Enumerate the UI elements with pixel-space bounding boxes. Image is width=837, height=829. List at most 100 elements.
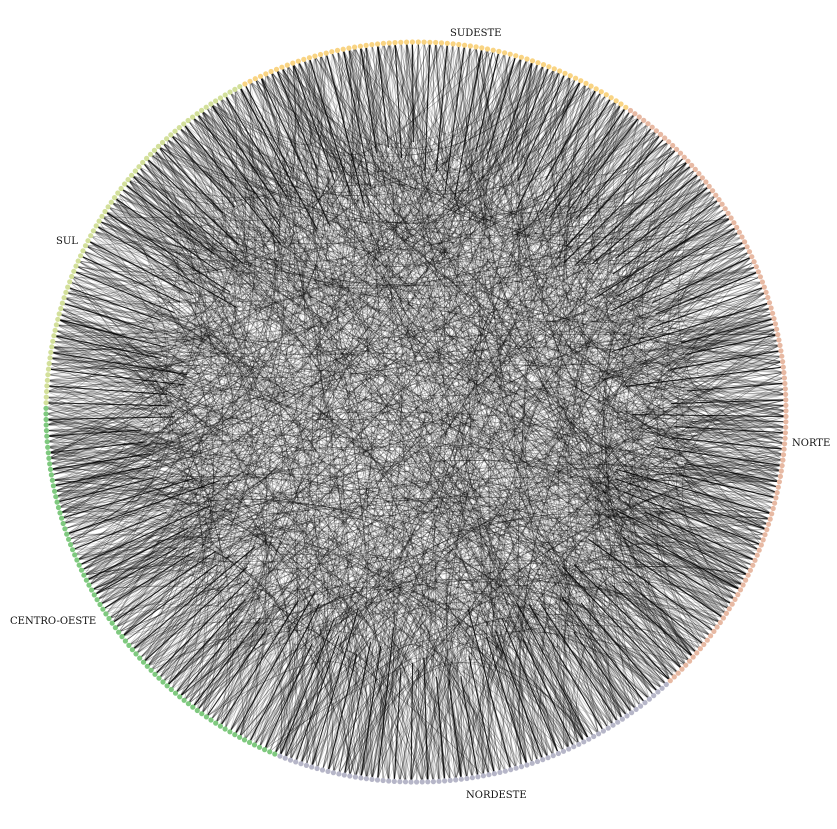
edge [656,481,774,666]
node-sul [172,128,178,134]
node-sudeste [375,41,381,47]
edge [524,85,592,745]
edge [66,499,628,717]
edge [166,52,505,205]
edge [348,47,649,236]
edge [488,103,622,769]
node-norte [708,633,714,639]
edge [48,452,282,757]
node-sudeste [524,56,530,62]
edge [322,470,782,771]
edge [115,42,431,628]
node-centro-oeste [43,416,49,423]
edge [154,150,671,681]
edge [633,120,759,274]
edge [94,45,376,596]
edge [526,64,681,215]
edge [75,48,488,277]
edge [559,569,730,729]
node-norte [753,264,759,270]
edge [300,608,667,764]
edge [507,58,713,221]
node-norte [720,615,727,621]
node-nordeste [596,731,602,737]
node-centro-oeste [164,683,170,689]
edge [621,246,761,323]
edge [46,416,179,459]
node-nordeste [629,710,635,716]
edge [229,555,741,732]
edge [525,100,710,303]
edge-bundle [45,41,787,783]
edge [205,106,770,326]
node-nordeste [486,772,492,778]
edge [52,477,181,535]
edge [290,43,409,761]
node-centro-oeste [190,704,196,710]
edge [55,52,353,498]
edge [183,59,338,251]
edge [534,62,708,641]
edge [83,564,302,743]
edge [588,307,772,654]
edge [260,76,785,445]
node-sudeste [603,92,609,98]
edge [550,68,787,412]
edge [50,469,285,750]
edge [274,405,786,755]
node-norte [757,274,764,280]
node-nordeste [330,770,336,776]
edge [175,110,631,694]
edge [60,308,204,701]
edge [574,83,692,207]
edge [131,134,232,245]
node-centro-oeste [119,634,125,640]
edge [515,436,786,762]
edge [49,42,402,359]
edge [598,203,723,637]
node-sul [122,181,128,187]
edge [124,183,711,637]
edge [314,56,539,225]
edge [70,543,158,601]
edge [577,156,777,356]
node-centro-oeste [116,629,122,635]
edge [124,183,343,772]
node-sul [208,101,214,107]
edge [111,201,784,373]
node-norte [776,479,783,485]
edge [557,194,717,726]
edge [87,156,685,296]
node-sudeste [415,39,421,45]
edge [572,130,770,357]
edge [205,107,538,762]
edge [423,42,781,477]
edge [188,113,636,704]
edge [591,318,775,729]
node-sudeste [490,47,496,53]
node-nordeste [491,771,497,777]
edge [657,246,759,273]
edge [427,608,697,782]
node-sul [51,333,57,339]
edge [597,545,736,649]
node-nordeste [386,778,392,784]
edge [127,179,512,770]
edge [59,313,559,754]
node-norte [723,610,730,617]
edge [61,162,244,519]
edge [229,600,641,732]
edge [466,173,700,779]
edge [124,183,320,755]
edge [286,65,401,782]
edge [81,250,197,571]
edge [522,80,602,187]
edge [220,97,570,750]
edge [354,47,424,782]
edge [174,57,333,227]
edge [461,47,494,164]
node-nordeste [529,760,535,766]
edge [290,345,781,761]
node-centro-oeste [172,690,179,696]
edge [57,318,637,710]
